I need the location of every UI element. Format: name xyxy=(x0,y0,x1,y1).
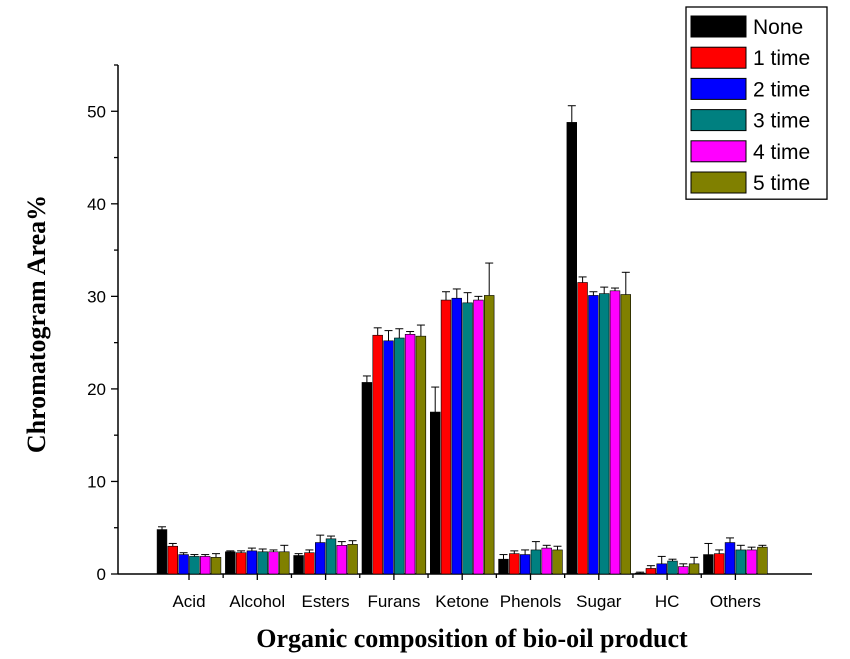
bar xyxy=(189,556,200,575)
y-tick-label: 30 xyxy=(87,287,106,306)
bar xyxy=(678,566,689,575)
bar xyxy=(498,558,509,575)
bar xyxy=(372,334,383,575)
bar xyxy=(746,549,757,575)
bar xyxy=(257,551,268,575)
x-tick-label: Ketone xyxy=(435,592,489,611)
bar xyxy=(509,553,520,575)
legend-label: 2 time xyxy=(753,78,810,101)
legend-label: None xyxy=(753,16,803,39)
bar xyxy=(361,382,373,575)
bar xyxy=(178,554,189,575)
y-tick-label: 20 xyxy=(87,380,106,399)
bar xyxy=(210,557,222,575)
bar xyxy=(735,549,747,575)
bar xyxy=(304,552,315,575)
bar xyxy=(634,572,646,575)
legend-swatch xyxy=(690,15,747,38)
bar xyxy=(279,551,290,575)
legend: None 1 time 2 time 3 time 4 time 5 time xyxy=(685,6,828,200)
legend-swatch xyxy=(690,140,747,163)
bar xyxy=(246,550,258,575)
bar xyxy=(462,302,473,575)
legend-label: 3 time xyxy=(753,110,810,133)
x-tick-label: Others xyxy=(710,592,761,611)
x-tick-label: Esters xyxy=(302,592,350,611)
legend-label: 5 time xyxy=(753,172,810,195)
bar xyxy=(415,335,427,575)
x-tick-label: HC xyxy=(655,592,680,611)
legend-label: 1 time xyxy=(753,47,810,70)
bar xyxy=(577,282,588,575)
legend-box xyxy=(685,6,828,200)
bar xyxy=(541,547,552,575)
bar xyxy=(404,334,416,575)
y-tick-label: 50 xyxy=(87,102,106,121)
bar xyxy=(519,554,531,575)
y-tick-label: 0 xyxy=(97,565,106,584)
bar xyxy=(713,553,725,575)
bar xyxy=(598,293,610,575)
bar xyxy=(566,122,578,575)
bar xyxy=(394,337,405,575)
bar xyxy=(703,554,714,575)
x-tick-label: Furans xyxy=(367,592,420,611)
legend-label: 4 time xyxy=(753,141,810,164)
x-axis-title: Organic composition of bio-oil product xyxy=(256,624,688,653)
bar xyxy=(483,295,495,575)
x-tick-label: Phenols xyxy=(500,592,561,611)
bar xyxy=(609,290,621,575)
bar xyxy=(688,563,700,575)
bar xyxy=(383,340,394,575)
bar xyxy=(293,555,304,575)
bar xyxy=(336,545,347,575)
bar xyxy=(473,299,484,575)
legend-swatch xyxy=(690,109,747,132)
bar xyxy=(588,295,599,575)
bar xyxy=(225,551,236,575)
bar xyxy=(440,299,452,575)
bar xyxy=(314,542,326,575)
y-tick-label: 10 xyxy=(87,472,106,491)
bar xyxy=(552,549,563,575)
bar xyxy=(429,411,441,575)
legend-swatch xyxy=(690,46,747,69)
bar xyxy=(645,568,657,575)
bar xyxy=(235,552,247,575)
y-axis-title: Chromatogram Area% xyxy=(22,195,51,453)
bar xyxy=(530,549,542,575)
bar xyxy=(325,538,337,575)
bars xyxy=(156,105,768,575)
bar xyxy=(156,529,168,575)
y-tick-label: 40 xyxy=(87,195,106,214)
x-tick-label: Acid xyxy=(172,592,205,611)
legend-swatch xyxy=(690,171,747,194)
bar xyxy=(200,556,211,575)
bar xyxy=(347,544,358,575)
bar xyxy=(724,542,736,575)
bar xyxy=(268,551,279,575)
bar xyxy=(667,560,678,575)
bar xyxy=(757,546,768,575)
bar xyxy=(620,294,632,575)
x-tick-label: Alcohol xyxy=(229,592,285,611)
bar xyxy=(167,545,178,575)
axes: 0 10 20 30 40 50 Acid Alcohol Esters Furans Ketone… xyxy=(87,64,812,611)
bar xyxy=(451,297,462,575)
bar xyxy=(656,563,667,575)
x-tick-label: Sugar xyxy=(576,592,622,611)
legend-swatch xyxy=(690,77,747,100)
